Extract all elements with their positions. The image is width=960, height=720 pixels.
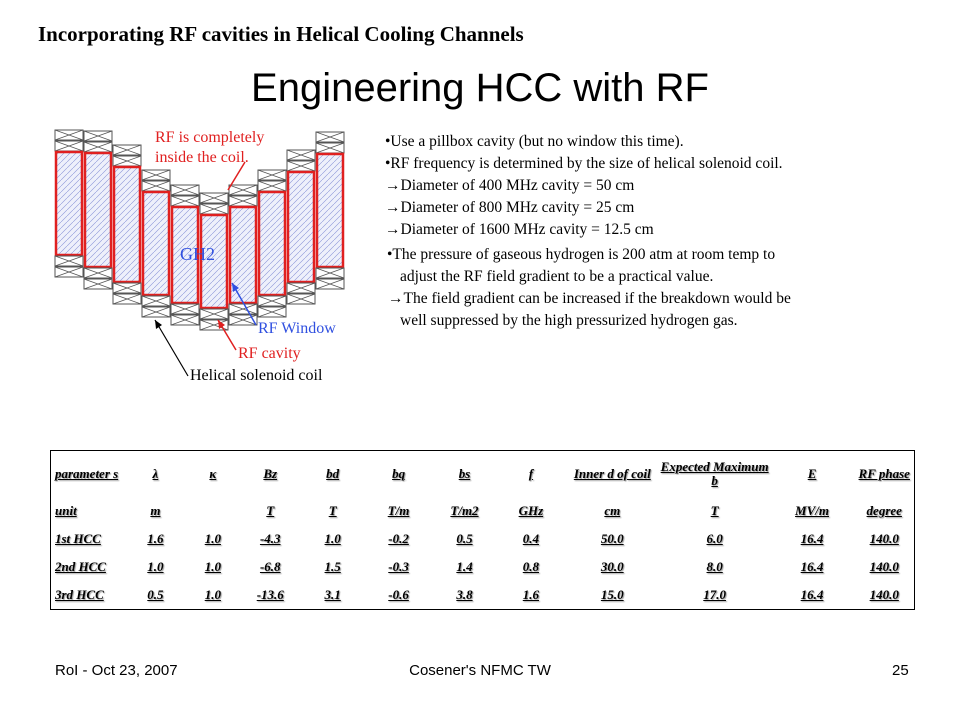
table-cell: T/m2 xyxy=(450,503,479,518)
table-cell: bd xyxy=(326,466,340,481)
table-cell: 0.5 xyxy=(147,587,164,602)
table-cell: bq xyxy=(392,466,406,481)
coil xyxy=(54,129,345,331)
table-cell: f xyxy=(528,466,534,481)
footer-right: 25 xyxy=(892,662,909,679)
table-cell: 1.0 xyxy=(147,559,164,574)
footer-left: RoI - Oct 23, 2007 xyxy=(55,662,178,679)
title: Engineering HCC with RF xyxy=(251,66,709,110)
table-cell: MV/m xyxy=(795,503,830,518)
coil-note: RF is completely inside the coil. xyxy=(155,128,264,168)
bullet: →Diameter of 800 MHz cavity = 25 cm xyxy=(385,199,635,216)
table-cell: 140.0 xyxy=(869,587,899,602)
table-cell: 140.0 xyxy=(869,531,899,546)
note: •The pressure of gaseous hydrogen is 200… xyxy=(387,246,776,263)
parameter-table: parameter s λ κ Bz bd bq bs f Inner d of coil Exp… xyxy=(50,450,915,610)
table-cell: T xyxy=(266,503,275,518)
bullet: →Diameter of 1600 MHz cavity = 12.5 cm xyxy=(385,221,654,238)
data-row: 1st HCC 1.6 1.0 -4.3 1.0 -0.2 0.5 0.4 50.0 6.0 16.… xyxy=(51,525,915,553)
table-cell: 1.6 xyxy=(147,531,164,546)
table-cell: -0.6 xyxy=(388,587,409,602)
window-label: RF Window xyxy=(258,320,336,337)
table-cell: Bz xyxy=(263,466,278,481)
table-cell: -0.2 xyxy=(388,531,409,546)
table-cell: 0.5 xyxy=(456,531,473,546)
table-cell: -0.3 xyxy=(388,559,409,574)
table-cell: 140.0 xyxy=(869,559,899,574)
table-cell: GHz xyxy=(518,503,544,518)
header-row: parameter s λ κ Bz bd bq bs f Inner d of coil Exp… xyxy=(51,451,915,498)
table-cell xyxy=(185,497,240,525)
table-cell: 30.0 xyxy=(600,559,624,574)
header: Incorporating RF cavities in Helical Coo… xyxy=(38,22,524,46)
table-cell: -13.6 xyxy=(256,587,284,602)
note-line: RF is completely xyxy=(155,129,265,146)
table-cell: 1.0 xyxy=(204,587,221,602)
footer-center: Cosener's NFMC TW xyxy=(409,662,551,679)
unit-row: unit m T T T/m T/m2 GHz cm T MV/m degree xyxy=(51,497,915,525)
diagram xyxy=(54,129,345,377)
gas-label: GH2 xyxy=(180,244,215,264)
table-cell: 3rd HCC xyxy=(55,587,104,602)
table-cell: κ xyxy=(209,466,217,481)
table-cell: cm xyxy=(604,503,621,518)
table-cell: m xyxy=(150,503,161,518)
table-cell: 1.0 xyxy=(204,531,221,546)
table-cell: 3.1 xyxy=(324,587,341,602)
note: adjust the RF field gradient to be a pra… xyxy=(400,268,714,285)
table-cell: degree xyxy=(866,503,902,518)
table-cell: 6.0 xyxy=(706,531,723,546)
table-cell: 0.8 xyxy=(522,559,540,574)
table-cell: 1.4 xyxy=(456,559,473,574)
data-row: 3rd HCC 0.5 1.0 -13.6 3.1 -0.6 3.8 1.6 15.0 17.0 1… xyxy=(51,581,915,610)
table-cell: 3.8 xyxy=(456,587,473,602)
table-cell: Expected Maximum b xyxy=(660,459,769,488)
table-cell: 1.0 xyxy=(324,531,341,546)
table-cell: parameter s xyxy=(55,466,119,481)
note: →The field gradient can be increased if … xyxy=(388,290,791,307)
table-cell: 0.4 xyxy=(522,531,540,546)
table-cell: 16.4 xyxy=(800,587,824,602)
table-cell: λ xyxy=(152,466,159,481)
table-cell: T xyxy=(710,503,719,518)
table-cell: 50.0 xyxy=(600,531,624,546)
arrows xyxy=(154,161,257,377)
table-cell: 1.5 xyxy=(324,559,341,574)
table-cell: T/m xyxy=(387,503,410,518)
coil-label: Helical solenoid coil xyxy=(190,367,323,384)
table-cell: 2nd HCC xyxy=(55,559,106,574)
table-cell: bs xyxy=(458,466,471,481)
table-cell: 16.4 xyxy=(800,559,824,574)
table-cell: 1.0 xyxy=(204,559,221,574)
bullet: •RF frequency is determined by the size … xyxy=(385,155,783,172)
table-cell: RF phase xyxy=(858,466,910,481)
note-line: inside the coil. xyxy=(155,149,249,166)
table-cell: 1st HCC xyxy=(55,531,101,546)
bullet: •Use a pillbox cavity (but no window thi… xyxy=(385,133,684,150)
note: well suppressed by the high pressurized … xyxy=(400,312,738,329)
table-cell: 15.0 xyxy=(600,587,624,602)
cavity-label: RF cavity xyxy=(238,345,301,362)
table-cell: 1.6 xyxy=(522,587,540,602)
table-cell: -6.8 xyxy=(259,559,281,574)
table-cell: Inner d of coil xyxy=(573,466,651,481)
data-row: 2nd HCC 1.0 1.0 -6.8 1.5 -0.3 1.4 0.8 30.0 8.0 16.… xyxy=(51,553,915,581)
table-cell: T xyxy=(328,503,337,518)
table-cell: E xyxy=(807,466,817,481)
table-cell: 17.0 xyxy=(703,587,727,602)
table-cell: -4.3 xyxy=(259,531,281,546)
table-cell: 8.0 xyxy=(706,559,723,574)
table-cell: 16.4 xyxy=(800,531,824,546)
bullet: →Diameter of 400 MHz cavity = 50 cm xyxy=(385,177,635,194)
table-cell: unit xyxy=(55,503,77,518)
